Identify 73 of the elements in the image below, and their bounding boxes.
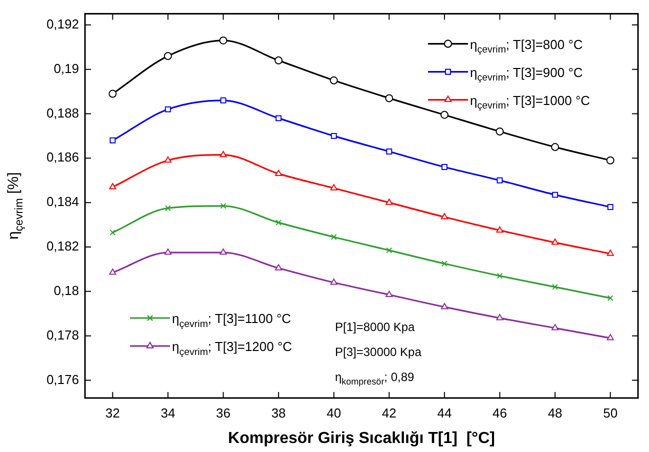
point — [110, 137, 116, 144]
point — [552, 238, 559, 245]
point — [440, 110, 448, 119]
x-tick-label: 42 — [382, 405, 396, 420]
point — [110, 230, 116, 236]
point — [551, 143, 560, 152]
point — [108, 90, 117, 98]
point — [220, 202, 226, 209]
point — [274, 56, 283, 64]
point — [606, 334, 614, 340]
x-tick-label: 50 — [603, 405, 618, 420]
point — [386, 290, 393, 297]
point — [441, 164, 448, 170]
x-tick-label: 44 — [437, 405, 452, 420]
y-axis-title: ηçevrim [%] — [5, 172, 26, 240]
point — [164, 205, 171, 212]
point — [606, 250, 614, 256]
point — [276, 115, 282, 122]
point — [607, 204, 614, 210]
point — [220, 97, 226, 104]
point — [440, 213, 448, 220]
point — [330, 278, 338, 285]
point — [606, 156, 614, 164]
point — [496, 272, 503, 279]
point — [496, 226, 504, 233]
y-tick-label: 0,184 — [46, 194, 79, 210]
y-tick-label: 0,192 — [46, 16, 79, 32]
x-tick-label: 40 — [326, 405, 342, 420]
point — [330, 184, 338, 190]
point — [496, 177, 503, 184]
point — [109, 268, 116, 275]
point — [552, 324, 559, 330]
y-tick-label: 0,176 — [46, 372, 79, 387]
y-tick-label: 0,188 — [46, 105, 79, 120]
point — [275, 264, 282, 270]
point — [330, 132, 337, 139]
point — [441, 260, 448, 267]
point — [496, 314, 504, 320]
y-tick-label: 0,178 — [46, 327, 79, 342]
x-tick-label: 32 — [105, 405, 120, 420]
point — [330, 234, 337, 240]
point — [386, 247, 392, 254]
point — [496, 128, 504, 136]
point — [164, 156, 172, 163]
point — [276, 220, 282, 226]
y-tick-label: 0,19 — [54, 60, 79, 76]
x-tick-label: 36 — [216, 405, 230, 420]
y-tick-label: 0,186 — [46, 150, 79, 165]
point — [219, 36, 228, 44]
y-tick-label: 0,18 — [54, 282, 79, 298]
x-tick-label: 38 — [271, 405, 286, 420]
point — [440, 302, 448, 310]
x-tick-label: 46 — [492, 405, 507, 420]
point — [220, 150, 227, 158]
point — [386, 148, 392, 154]
x-axis-title: Kompresör Giriş Sıcaklığı T[1] [°C] — [228, 430, 495, 447]
point — [164, 52, 172, 60]
point — [552, 192, 558, 198]
y-tick-label: 0,182 — [46, 238, 79, 254]
x-tick-label: 34 — [160, 405, 176, 420]
point — [164, 248, 172, 255]
point — [552, 284, 558, 290]
point — [330, 76, 338, 84]
point — [275, 170, 282, 176]
annotation: P[3]=30000 Kpa — [335, 345, 422, 359]
point — [386, 198, 393, 205]
point — [385, 94, 394, 102]
annotation: P[1]=8000 Kpa — [335, 320, 416, 334]
point — [109, 183, 116, 190]
point — [607, 295, 614, 302]
point — [220, 248, 227, 255]
point — [164, 106, 171, 112]
x-tick-label: 48 — [548, 405, 562, 420]
